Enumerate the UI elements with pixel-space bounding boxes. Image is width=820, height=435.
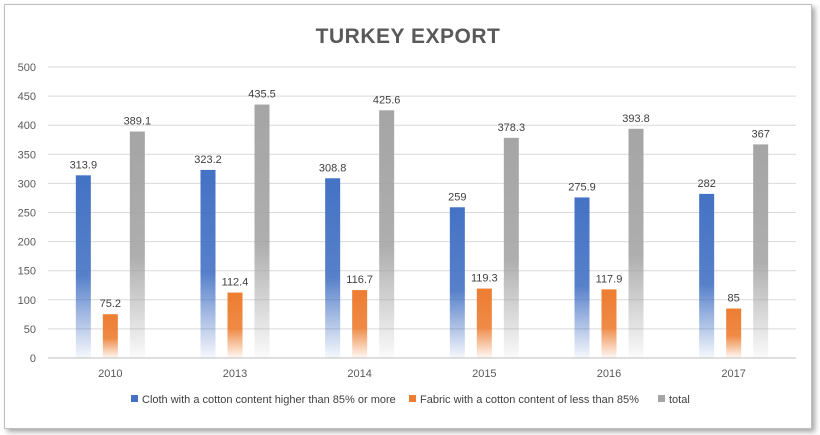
bar-total-2010 bbox=[129, 131, 145, 358]
x-tick-label: 2016 bbox=[597, 368, 621, 380]
bar-fabric-2014 bbox=[352, 290, 368, 358]
legend-swatch bbox=[658, 395, 665, 402]
bar-fabric-2010 bbox=[102, 314, 118, 358]
legend: Cloth with a cotton content higher than … bbox=[131, 394, 690, 406]
bar-fabric-2013 bbox=[227, 292, 243, 358]
gridlines bbox=[48, 66, 796, 359]
data-label: 435.5 bbox=[248, 89, 276, 101]
data-label: 393.8 bbox=[622, 113, 650, 125]
x-axis-ticks: 2010 2013 2014 2015 2016 2017 bbox=[98, 368, 746, 380]
data-label: 389.1 bbox=[124, 116, 152, 128]
chart-title: TURKEY EXPORT bbox=[315, 25, 501, 48]
bar-total-2013 bbox=[254, 104, 270, 358]
bar-total-2017 bbox=[753, 144, 769, 358]
y-tick-label: 100 bbox=[18, 295, 36, 307]
x-tick-label: 2013 bbox=[223, 368, 247, 380]
data-label: 117.9 bbox=[596, 273, 623, 285]
bar-total-2016 bbox=[628, 128, 644, 358]
y-tick-label: 50 bbox=[24, 324, 36, 336]
data-label: 282 bbox=[697, 178, 715, 190]
data-label: 367 bbox=[751, 128, 769, 140]
legend-label: total bbox=[669, 394, 690, 406]
legend-label: Fabric with a cotton content of less tha… bbox=[420, 394, 639, 406]
legend-swatch bbox=[409, 395, 416, 402]
bar-cloth-2014 bbox=[325, 178, 341, 358]
data-label: 378.3 bbox=[498, 122, 526, 134]
data-label: 85 bbox=[728, 293, 740, 305]
data-label: 75.2 bbox=[100, 298, 121, 310]
data-label: 425.6 bbox=[373, 94, 401, 106]
data-label: 259 bbox=[448, 191, 466, 203]
y-tick-label: 400 bbox=[18, 120, 36, 132]
x-tick-label: 2014 bbox=[347, 368, 371, 380]
bar-total-2015 bbox=[503, 137, 519, 358]
y-tick-label: 250 bbox=[18, 208, 36, 220]
bar-cloth-2010 bbox=[75, 175, 91, 358]
bar-total-2014 bbox=[379, 110, 395, 358]
x-tick-label: 2010 bbox=[98, 368, 122, 380]
data-label: 308.8 bbox=[319, 162, 347, 174]
y-axis-ticks: 0 50 100 150 200 250 300 350 400 450 500 bbox=[18, 62, 36, 365]
data-label: 116.7 bbox=[346, 274, 373, 286]
x-tick-label: 2015 bbox=[472, 368, 496, 380]
bar-fabric-2015 bbox=[476, 288, 492, 358]
bar-cloth-2013 bbox=[200, 169, 216, 358]
data-label: 119.3 bbox=[471, 273, 498, 285]
bar-fabric-2016 bbox=[601, 289, 617, 358]
legend-label: Cloth with a cotton content higher than … bbox=[142, 394, 396, 406]
x-tick-label: 2017 bbox=[721, 368, 745, 380]
data-label: 313.9 bbox=[70, 159, 98, 171]
data-label: 323.2 bbox=[194, 154, 222, 166]
data-label: 112.4 bbox=[222, 277, 249, 289]
bar-cloth-2017 bbox=[699, 193, 715, 358]
bar-cloth-2015 bbox=[449, 207, 465, 358]
y-tick-label: 200 bbox=[18, 237, 36, 249]
legend-swatch bbox=[131, 395, 138, 402]
y-tick-label: 350 bbox=[18, 149, 36, 161]
y-tick-label: 0 bbox=[30, 353, 36, 365]
y-tick-label: 150 bbox=[18, 266, 36, 278]
bar-series bbox=[75, 104, 769, 358]
y-tick-label: 300 bbox=[18, 178, 36, 190]
bar-cloth-2016 bbox=[574, 197, 590, 358]
bar-fabric-2017 bbox=[726, 308, 742, 358]
data-labels: 313.9 75.2 389.1 323.2 112.4 435.5 308.8 116.7 4… bbox=[70, 89, 770, 311]
data-label: 275.9 bbox=[568, 181, 596, 193]
y-tick-label: 450 bbox=[18, 91, 36, 103]
y-tick-label: 500 bbox=[18, 62, 36, 74]
